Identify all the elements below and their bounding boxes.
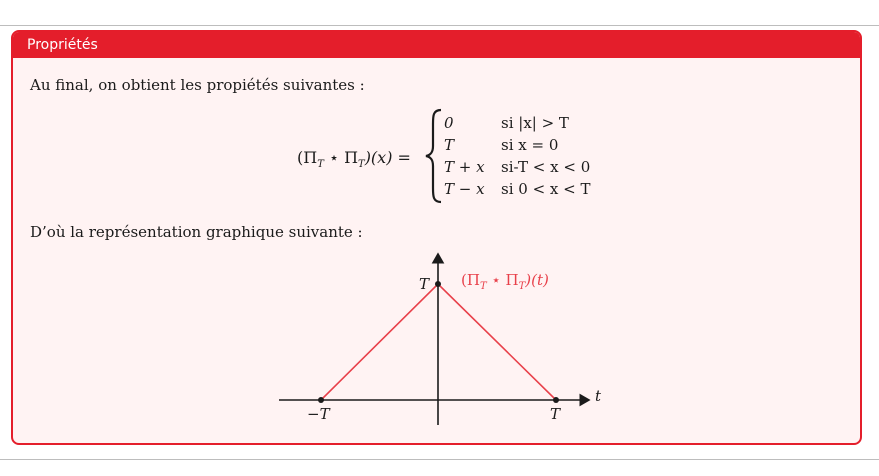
lhs-close: )(x) = [364,148,411,167]
point-peak [435,281,441,287]
label-plus-t: T [550,405,561,423]
equation-lhs: (ΠT ⋆ ΠT)(x) = [297,148,411,170]
case-value: 0 [444,114,454,132]
top-rule [0,25,879,26]
bottom-rule [0,459,879,460]
case-condition: si x = 0 [501,136,559,154]
case-condition: si-T < x < 0 [501,158,591,176]
lhs-sub-2: T [358,159,365,171]
label-peak: T [419,275,430,293]
lhs-sub-1: T [317,159,324,171]
lhs-star: ⋆ [323,148,345,167]
case-value: T [444,136,455,154]
lhs-open-paren: ( [297,148,304,167]
axis-label-t: t [595,387,602,405]
intro-text: Au final, on obtient les propiétés suiva… [30,76,365,94]
curve-label-sub-2: T [519,281,527,292]
point-plus-t [553,397,559,403]
case-condition: si 0 < x < T [501,180,591,198]
curve-label: (ΠT ⋆ ΠT)(t) [461,271,549,292]
curve-label-end: )(t) [524,271,549,289]
label-minus-t: −T [307,405,331,423]
box-title: Propriétés [13,32,860,58]
curve-label-mid: ⋆ Π [487,271,519,289]
cases-brace-icon [425,108,442,204]
curve-label-open: (Π [461,271,480,289]
lhs-pi-1: Π [303,148,318,167]
triangle-graph: T −T T t (ΠT ⋆ ΠT)(t) [279,252,602,425]
properties-box: Propriétés Au final, on obtient les prop… [11,30,862,445]
case-condition: si |x| > T [501,114,569,132]
case-value: T + x [444,158,485,176]
curve-label-sub: T [480,281,488,292]
case-value: T − x [444,180,485,198]
point-minus-t [318,397,324,403]
representation-text: D’où la représentation graphique suivant… [30,223,363,241]
lhs-pi-2: Π [344,148,359,167]
